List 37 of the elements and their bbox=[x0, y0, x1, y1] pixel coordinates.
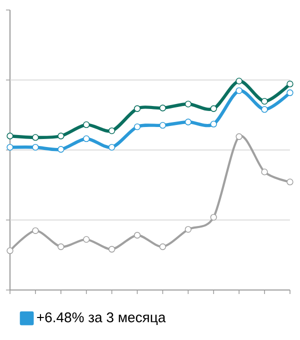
point bbox=[58, 132, 64, 140]
point bbox=[261, 98, 268, 105]
point bbox=[210, 120, 217, 128]
point bbox=[134, 232, 141, 239]
point bbox=[184, 226, 192, 233]
point bbox=[236, 133, 242, 140]
point bbox=[58, 146, 64, 153]
point bbox=[184, 118, 192, 126]
point bbox=[32, 227, 39, 234]
point bbox=[261, 168, 268, 176]
point bbox=[210, 214, 217, 221]
point bbox=[108, 127, 116, 134]
point bbox=[108, 246, 116, 253]
point bbox=[108, 144, 116, 151]
point bbox=[159, 104, 166, 112]
point bbox=[286, 89, 294, 96]
point bbox=[286, 178, 294, 186]
point bbox=[6, 144, 14, 151]
point bbox=[184, 100, 192, 108]
point bbox=[159, 243, 166, 250]
point bbox=[236, 87, 242, 94]
point bbox=[83, 121, 90, 128]
point bbox=[83, 135, 90, 142]
point bbox=[210, 105, 217, 112]
point bbox=[32, 144, 39, 151]
point bbox=[83, 236, 90, 243]
point bbox=[58, 243, 64, 250]
point bbox=[134, 123, 141, 130]
point bbox=[236, 78, 242, 84]
point bbox=[286, 80, 294, 88]
point bbox=[261, 106, 268, 113]
legend-label: +6.48% за 3 месяца bbox=[37, 312, 166, 325]
point bbox=[6, 247, 14, 254]
point bbox=[32, 134, 39, 141]
point bbox=[134, 105, 141, 112]
point bbox=[6, 132, 14, 140]
point bbox=[159, 122, 166, 129]
